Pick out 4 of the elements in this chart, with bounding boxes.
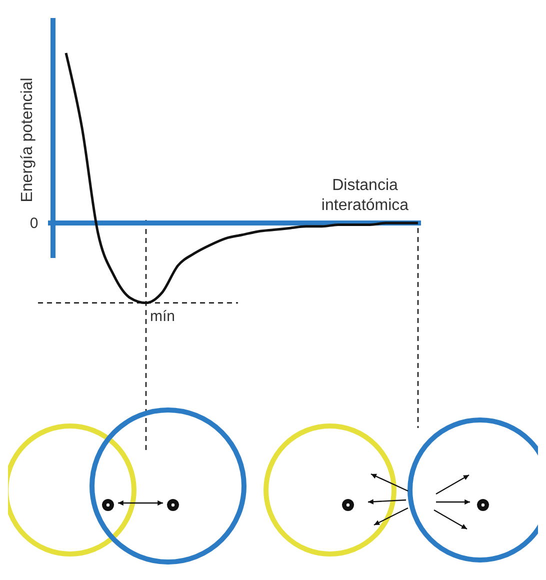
text: mín (150, 308, 176, 325)
text: 0 (30, 215, 38, 232)
y-axis-title: Energía potencial (19, 78, 36, 202)
x-axis-title: Distancia interatómica (321, 177, 409, 214)
